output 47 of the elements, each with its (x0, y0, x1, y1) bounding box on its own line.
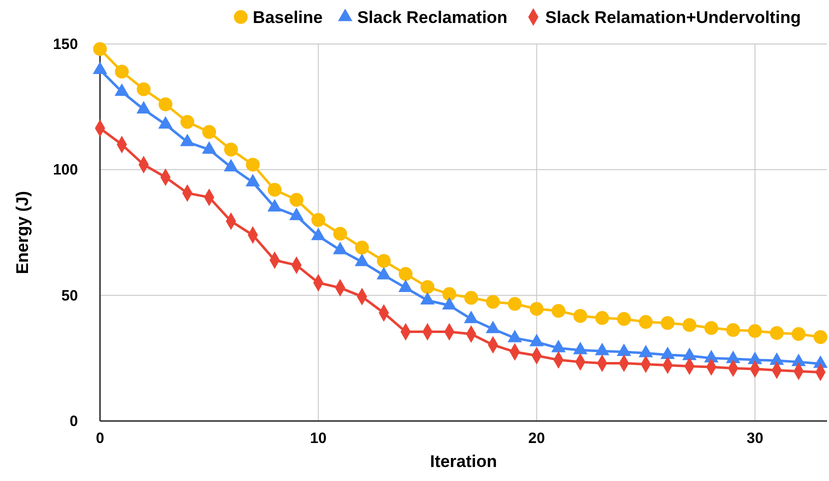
point (420, 280, 434, 294)
point (638, 315, 653, 329)
point (464, 290, 478, 305)
point (660, 316, 675, 330)
point (508, 296, 522, 311)
point (202, 125, 216, 139)
point (552, 304, 566, 318)
legend-label: Baseline (252, 8, 323, 27)
point (290, 192, 304, 207)
point (617, 312, 631, 326)
point (770, 326, 784, 340)
y-tick-label: 150 (52, 36, 78, 53)
point (114, 64, 129, 79)
point (682, 318, 696, 332)
y-tick-label: 50 (61, 287, 78, 304)
point (268, 182, 282, 197)
point (136, 82, 151, 96)
x-tick-label: 20 (528, 430, 545, 447)
point (704, 321, 718, 335)
point (180, 115, 194, 129)
point (93, 42, 107, 56)
point (814, 330, 828, 344)
point (224, 142, 238, 156)
point (573, 309, 588, 323)
y-tick-label: 100 (52, 162, 78, 179)
point (595, 311, 610, 325)
x-tick-label: 30 (746, 430, 764, 447)
point (792, 327, 806, 341)
point (530, 302, 544, 316)
point (311, 213, 326, 227)
x-tick-label: 0 (96, 430, 104, 447)
point (398, 267, 413, 281)
point (333, 226, 348, 241)
y-axis-title: Energy (J) (13, 190, 32, 274)
point (748, 324, 762, 338)
point (442, 287, 456, 301)
x-axis-title: Iteration (430, 452, 498, 471)
point (376, 254, 391, 268)
point (158, 97, 172, 112)
point (726, 323, 740, 337)
point (355, 240, 369, 254)
legend-label: Slack Relamation+Undervolting (545, 8, 801, 27)
y-tick-label: 0 (70, 413, 78, 430)
point (246, 158, 260, 172)
point (486, 294, 500, 309)
x-tick-label: 10 (310, 430, 327, 447)
legend-label: Slack Reclamation (357, 8, 508, 27)
